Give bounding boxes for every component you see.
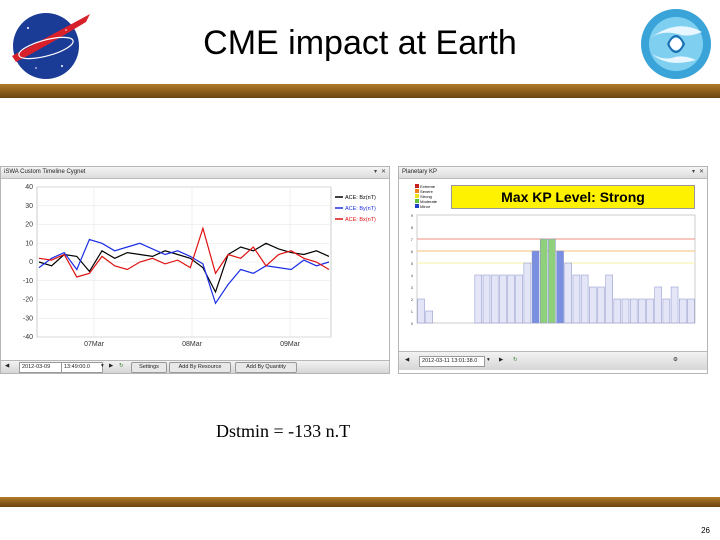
time-field[interactable]: 13:49:00.0 [61, 362, 103, 373]
legend-severe: Severe [420, 189, 433, 194]
header-band [0, 84, 720, 98]
kp-bar [548, 238, 556, 324]
dropdown-icon[interactable]: ▾ [101, 363, 104, 369]
kp-y-tick: 3 [411, 285, 414, 290]
kp-y-tick: 2 [411, 297, 414, 302]
x-tick-label: 09Mar [280, 341, 301, 348]
add-by-resource-button[interactable]: Add By Resource [169, 362, 231, 373]
prev-icon[interactable]: ◀ [5, 363, 10, 369]
footer-band [0, 497, 720, 507]
y-tick-label: -10 [23, 278, 33, 285]
next-icon[interactable]: ▶ [109, 363, 114, 369]
y-tick-label: -40 [23, 334, 33, 341]
x-tick-label: 07Mar [84, 341, 105, 348]
add-by-quantity-button[interactable]: Add By Quantity [235, 362, 297, 373]
kp-bar [490, 274, 499, 324]
kp-bar [638, 298, 646, 324]
kp-date-field[interactable]: 2012-03-11 13:01:38.0 [419, 356, 485, 367]
kp-bar [678, 298, 687, 324]
settings-button[interactable]: Settings [131, 362, 167, 373]
kp-bar [515, 274, 523, 324]
kp-y-tick: 1 [411, 309, 414, 314]
timeline-panel: iSWA Custom Timeline Cygnet ▾ ✕ 40 30 20 10… [0, 166, 390, 374]
kp-bar [539, 238, 548, 324]
kp-bar [613, 298, 622, 324]
legend-label: ACE: Bx(nT) [345, 217, 376, 223]
kp-bar [580, 274, 589, 324]
legend-moderate: Moderate [420, 199, 438, 204]
kp-bar [417, 298, 425, 324]
legend-extreme: Extreme [420, 184, 436, 189]
kp-bar [523, 262, 532, 324]
kp-prev-icon[interactable]: ◀ [405, 357, 410, 363]
kp-bar [499, 274, 507, 324]
legend-minor: Minor [420, 204, 431, 209]
series-line [38, 226, 330, 278]
kp-bar [605, 274, 613, 324]
slide-title: CME impact at Earth [203, 24, 517, 62]
kp-y-tick: 5 [411, 261, 414, 266]
legend-strong: Strong [420, 194, 432, 199]
kp-bar [670, 286, 679, 324]
kp-legend: Extreme Severe Strong Moderate Minor [415, 184, 449, 210]
series-line [38, 238, 330, 305]
kp-bar [621, 298, 630, 324]
kp-panel-title: Planetary KP [399, 167, 707, 179]
kp-bar [646, 298, 654, 324]
kp-chart: 0 1 2 3 4 5 6 7 8 9 [411, 213, 696, 326]
kp-y-tick: 8 [411, 225, 414, 230]
y-tick-label: -30 [23, 315, 33, 322]
date-field[interactable]: 2012-03-09 [19, 362, 65, 373]
dst-min-text: Dstmin = -133 n.T [216, 421, 351, 441]
kp-bar [474, 274, 483, 324]
panel-close-icon[interactable]: ✕ [380, 169, 386, 175]
panel-collapse-icon[interactable]: ▾ [373, 169, 377, 175]
page-number: 26 [701, 526, 710, 535]
kp-bar [425, 310, 434, 324]
kp-bar [662, 298, 671, 324]
kp-bar [507, 274, 515, 324]
kp-toolbar: ◀ 2012-03-11 13:01:38.0 ▾ ▶ ↻ ⚙ [399, 351, 707, 370]
legend-label: ACE: Bz(nT) [345, 195, 376, 201]
timeline-toolbar: ◀ 2012-03-09 13:49:00.0 ▾ ▶ ↻ Settings A… [1, 360, 389, 373]
kp-refresh-icon[interactable]: ↻ [513, 357, 518, 363]
kp-bar [531, 250, 540, 324]
y-tick-label: 10 [25, 240, 33, 247]
y-tick-label: 20 [25, 222, 33, 229]
kp-bar [589, 286, 597, 324]
kp-panel-close-icon[interactable]: ✕ [698, 169, 704, 175]
x-tick-label: 08Mar [182, 341, 203, 348]
kp-bar [654, 286, 662, 324]
kp-y-tick: 4 [411, 273, 414, 278]
kp-y-tick: 7 [411, 237, 414, 242]
y-tick-label: 0 [29, 259, 33, 266]
kp-settings-icon[interactable]: ⚙ [673, 357, 678, 363]
refresh-icon[interactable]: ↻ [119, 363, 124, 369]
kp-y-tick: 6 [411, 249, 414, 254]
kp-dropdown-icon[interactable]: ▾ [487, 357, 490, 363]
kp-next-icon[interactable]: ▶ [499, 357, 504, 363]
y-tick-label: 30 [25, 203, 33, 210]
kp-bar [556, 250, 564, 324]
kp-y-tick: 9 [411, 213, 414, 218]
legend-label: ACE: By(nT) [345, 206, 376, 212]
kp-level-banner: Max KP Level: Strong [451, 185, 695, 209]
kp-bar [687, 298, 695, 324]
kp-bar [597, 286, 605, 324]
nasa-logo [12, 13, 90, 79]
kp-bar [629, 298, 638, 324]
timeline-panel-title: iSWA Custom Timeline Cygnet [1, 167, 389, 179]
series-line [38, 242, 330, 294]
kp-y-tick: 0 [411, 321, 414, 326]
timeline-chart: 40 30 20 10 0 -10 -20 -30 -40 07Mar 08Mar 09Mar ACE:… [23, 184, 376, 348]
agency-emblem [641, 9, 711, 79]
planetary-kp-panel: Planetary KP ▾ ✕ Max KP Level: Strong Ex… [398, 166, 708, 374]
y-tick-label: 40 [25, 184, 33, 191]
y-tick-label: -20 [23, 297, 33, 304]
kp-bar [482, 274, 491, 324]
kp-panel-collapse-icon[interactable]: ▾ [691, 169, 695, 175]
kp-bar [564, 262, 573, 324]
kp-bar [572, 274, 581, 324]
